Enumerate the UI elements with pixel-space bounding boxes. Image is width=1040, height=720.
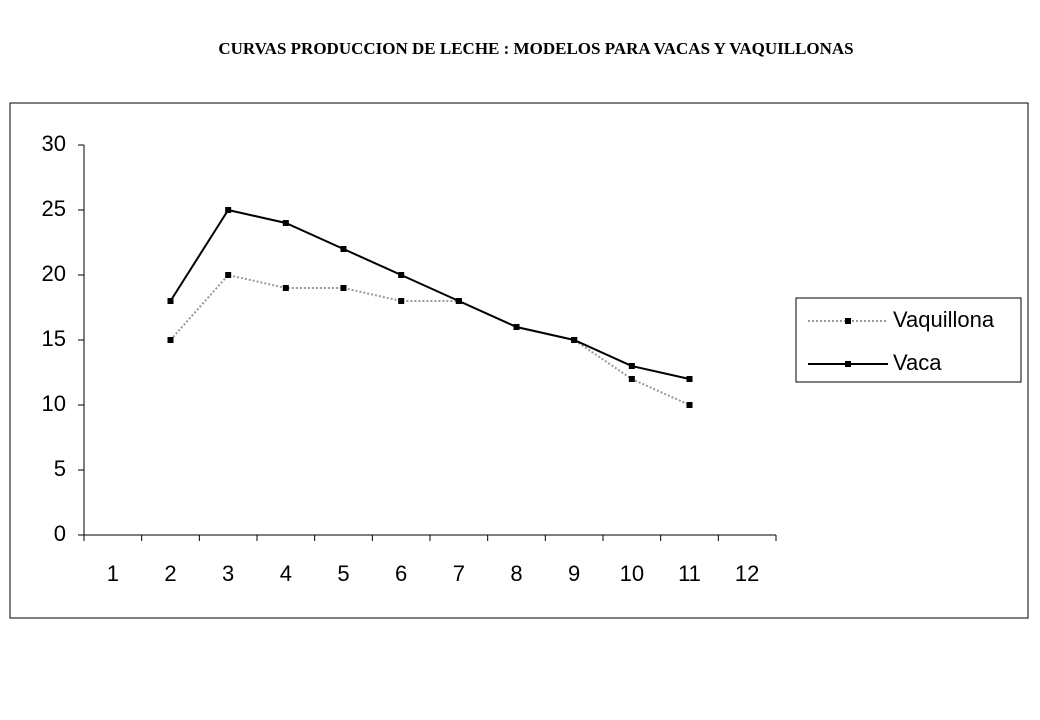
marker (628, 376, 635, 382)
marker (282, 220, 289, 226)
series-line (169, 208, 690, 380)
x-tick-label: 2 (164, 561, 176, 586)
marker (340, 246, 347, 252)
marker (167, 337, 174, 343)
chart-frame (9, 102, 1029, 619)
marker (282, 285, 289, 291)
series-line (169, 273, 690, 406)
y-tick-label: 10 (42, 391, 66, 416)
y-tick-label: 0 (54, 521, 66, 546)
x-tick-label: 11 (678, 561, 701, 586)
marker (455, 298, 462, 304)
y-tick-label: 25 (42, 196, 66, 221)
marker (340, 285, 347, 291)
x-tick-label: 9 (568, 561, 580, 586)
marker (398, 272, 405, 278)
legend-box (795, 297, 1022, 383)
x-tick-label: 4 (280, 561, 292, 586)
marker (571, 337, 578, 343)
y-tick-label: 30 (42, 131, 66, 156)
marker (686, 402, 693, 408)
marker (167, 298, 174, 304)
marker (398, 298, 405, 304)
x-tick-label: 10 (620, 561, 644, 586)
legend-label: Vaquillona (893, 307, 995, 332)
legend-marker (845, 318, 851, 324)
x-tick-label: 3 (222, 561, 234, 586)
y-tick-label: 5 (54, 456, 66, 481)
marker (686, 376, 693, 382)
marker (628, 363, 635, 369)
x-tick-label: 6 (395, 561, 407, 586)
x-tick-label: 5 (337, 561, 349, 586)
marker (225, 272, 232, 278)
x-tick-label: 8 (510, 561, 522, 586)
x-tick-label: 7 (453, 561, 465, 586)
marker (513, 324, 520, 330)
y-tick-label: 15 (42, 326, 66, 351)
x-tick-label: 12 (735, 561, 759, 586)
chart-title: CURVAS PRODUCCION DE LECHE : MODELOS PAR… (218, 39, 853, 58)
y-tick-label: 20 (42, 261, 66, 286)
legend-label: Vaca (893, 350, 942, 375)
marker (225, 207, 232, 213)
legend-marker (845, 361, 851, 367)
x-tick-label: 1 (107, 561, 119, 586)
